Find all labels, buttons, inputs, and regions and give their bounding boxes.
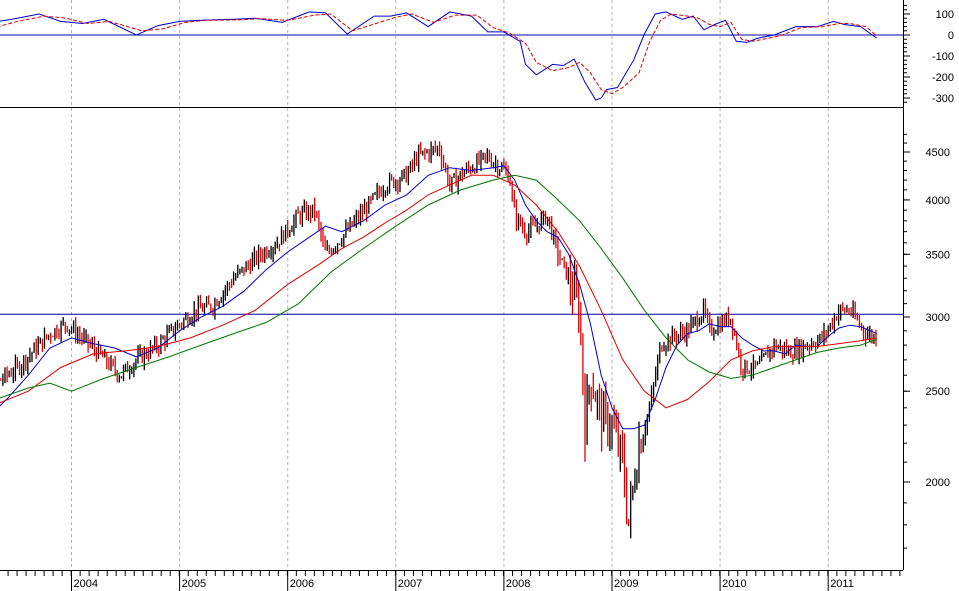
oscillator-series-signal: [0, 13, 878, 95]
year-tick-label: 2005: [182, 578, 206, 590]
year-gridlines: [71, 0, 829, 570]
oscillator-series-main: [0, 11, 878, 101]
oscillator-panel: [0, 11, 903, 101]
year-tick-label: 2010: [722, 578, 746, 590]
year-tick-label: 2006: [290, 578, 314, 590]
oscillator-tick-label: 0: [948, 30, 954, 42]
price-tick-label: 3500: [926, 249, 950, 261]
oscillator-tick-label: 100: [936, 9, 954, 21]
year-tick-label: 2008: [506, 578, 530, 590]
ma-short-line: [0, 165, 877, 430]
year-tick-label: 2009: [614, 578, 638, 590]
ma-mid-line: [0, 174, 877, 409]
year-tick-label: 2007: [398, 578, 422, 590]
oscillator-tick-label: -100: [932, 51, 954, 63]
price-tick-label: 3000: [926, 312, 950, 324]
oscillator-tick-label: -300: [932, 93, 954, 105]
ma-long-line: [0, 174, 877, 399]
price-tick-label: 2000: [926, 477, 950, 489]
price-tick-label: 4500: [926, 147, 950, 159]
year-tick-label: 2004: [74, 578, 98, 590]
price-bars: [0, 140, 877, 539]
price-panel: [0, 140, 903, 539]
oscillator-tick-label: -200: [932, 72, 954, 84]
price-tick-label: 2500: [926, 386, 950, 398]
price-tick-label: 4000: [926, 195, 950, 207]
year-tick-label: 2011: [830, 578, 854, 590]
